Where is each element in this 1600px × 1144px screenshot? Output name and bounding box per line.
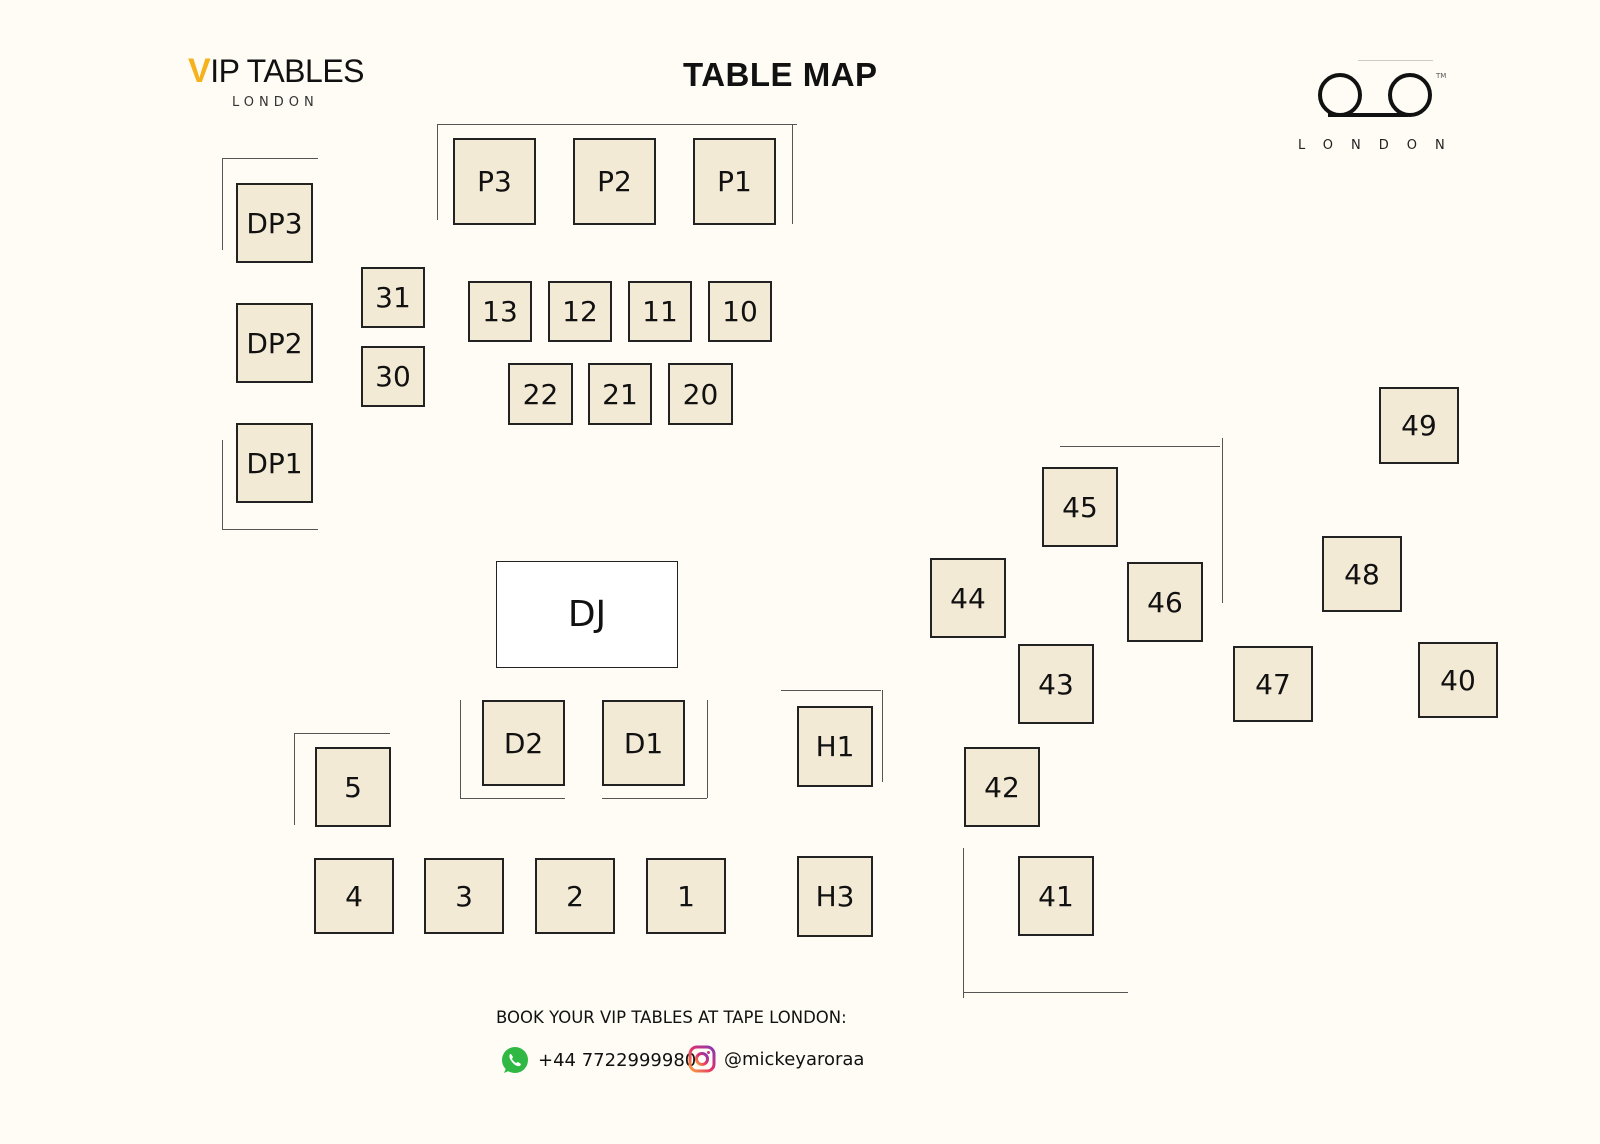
table-P3[interactable]: P3 — [453, 138, 536, 225]
bracket-line — [460, 798, 565, 799]
table-49[interactable]: 49 — [1379, 387, 1459, 464]
table-40[interactable]: 40 — [1418, 642, 1498, 718]
table-DP2[interactable]: DP2 — [236, 303, 313, 383]
whatsapp-contact[interactable]: +44 7722999980 — [500, 1045, 696, 1075]
bracket-line — [222, 158, 318, 159]
table-P1[interactable]: P1 — [693, 138, 776, 225]
table-20[interactable]: 20 — [668, 363, 733, 425]
table-11[interactable]: 11 — [628, 281, 692, 342]
bracket-line — [460, 700, 461, 798]
logo-v-icon: V — [188, 52, 211, 90]
bracket-line — [707, 700, 708, 798]
bracket-line — [792, 124, 793, 224]
table-44[interactable]: 44 — [930, 558, 1006, 638]
table-12[interactable]: 12 — [548, 281, 612, 342]
table-H3[interactable]: H3 — [797, 856, 873, 937]
table-2[interactable]: 2 — [535, 858, 615, 934]
table-13[interactable]: 13 — [468, 281, 532, 342]
bracket-line — [437, 124, 438, 220]
instagram-icon — [688, 1045, 716, 1073]
tape-london-logo: TM LONDON — [1298, 59, 1478, 170]
table-D1[interactable]: D1 — [602, 700, 685, 786]
tape-city: LONDON — [1298, 138, 1463, 153]
bracket-line — [602, 798, 707, 799]
dj-booth: DJ — [496, 561, 678, 668]
bracket-line — [222, 158, 223, 250]
bracket-line — [781, 690, 881, 691]
instagram-contact[interactable]: @mickeyaroraa — [688, 1045, 864, 1073]
bracket-line — [1222, 438, 1223, 603]
vip-tables-logo: V IP TABLES LONDON — [188, 52, 364, 110]
bracket-line — [437, 124, 797, 125]
instagram-handle: @mickeyaroraa — [724, 1048, 865, 1070]
table-31[interactable]: 31 — [361, 267, 425, 328]
page-title: TABLE MAP — [683, 56, 878, 93]
table-42[interactable]: 42 — [964, 747, 1040, 827]
bracket-line — [222, 440, 223, 530]
table-21[interactable]: 21 — [588, 363, 652, 425]
svg-text:TM: TM — [1435, 72, 1446, 80]
whatsapp-icon — [502, 1047, 528, 1073]
table-DP1[interactable]: DP1 — [236, 423, 313, 503]
bracket-line — [294, 733, 295, 825]
bracket-line — [882, 690, 883, 782]
table-1[interactable]: 1 — [646, 858, 726, 934]
bracket-line — [1060, 446, 1220, 447]
table-46[interactable]: 46 — [1127, 562, 1203, 642]
table-D2[interactable]: D2 — [482, 700, 565, 786]
booking-text: BOOK YOUR VIP TABLES AT TAPE LONDON: — [496, 1008, 847, 1027]
table-3[interactable]: 3 — [424, 858, 504, 934]
table-47[interactable]: 47 — [1233, 646, 1313, 722]
table-DP3[interactable]: DP3 — [236, 183, 313, 263]
table-P2[interactable]: P2 — [573, 138, 656, 225]
bracket-line — [222, 529, 318, 530]
table-H1[interactable]: H1 — [797, 706, 873, 787]
table-41[interactable]: 41 — [1018, 856, 1094, 936]
logo-brand: IP TABLES — [210, 53, 364, 89]
logo-city: LONDON — [232, 95, 319, 110]
table-43[interactable]: 43 — [1018, 644, 1094, 724]
bracket-line — [963, 992, 1128, 993]
table-4[interactable]: 4 — [314, 858, 394, 934]
bracket-line — [963, 848, 964, 998]
bracket-line — [294, 733, 390, 734]
table-5[interactable]: 5 — [315, 747, 391, 827]
tape-reels-icon: TM — [1318, 59, 1446, 117]
table-45[interactable]: 45 — [1042, 467, 1118, 547]
table-48[interactable]: 48 — [1322, 536, 1402, 612]
table-10[interactable]: 10 — [708, 281, 772, 342]
table-30[interactable]: 30 — [361, 346, 425, 407]
phone-number: +44 7722999980 — [538, 1049, 697, 1071]
table-22[interactable]: 22 — [508, 363, 573, 425]
